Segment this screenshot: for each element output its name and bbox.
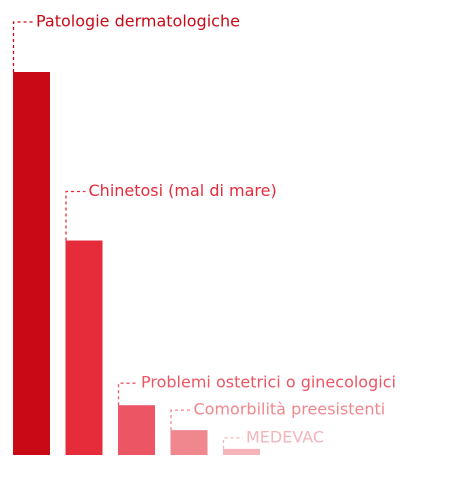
bar-label: Chinetosi (mal di mare) [89,181,277,200]
bar-label: MEDEVAC [246,427,324,446]
bar [65,240,103,455]
leader-line [222,437,243,449]
bar [170,430,208,455]
bar [118,405,155,455]
bar [223,448,260,455]
bar [13,72,50,455]
leader-line [117,382,138,406]
leader-line [12,21,33,72]
leader-line [170,409,191,431]
bar-label: Patologie dermatologiche [36,12,240,31]
leader-line [65,190,86,241]
bar-label: Problemi ostetrici o ginecologici [141,373,396,392]
bar-label: Comorbilità preesistenti [194,400,386,419]
